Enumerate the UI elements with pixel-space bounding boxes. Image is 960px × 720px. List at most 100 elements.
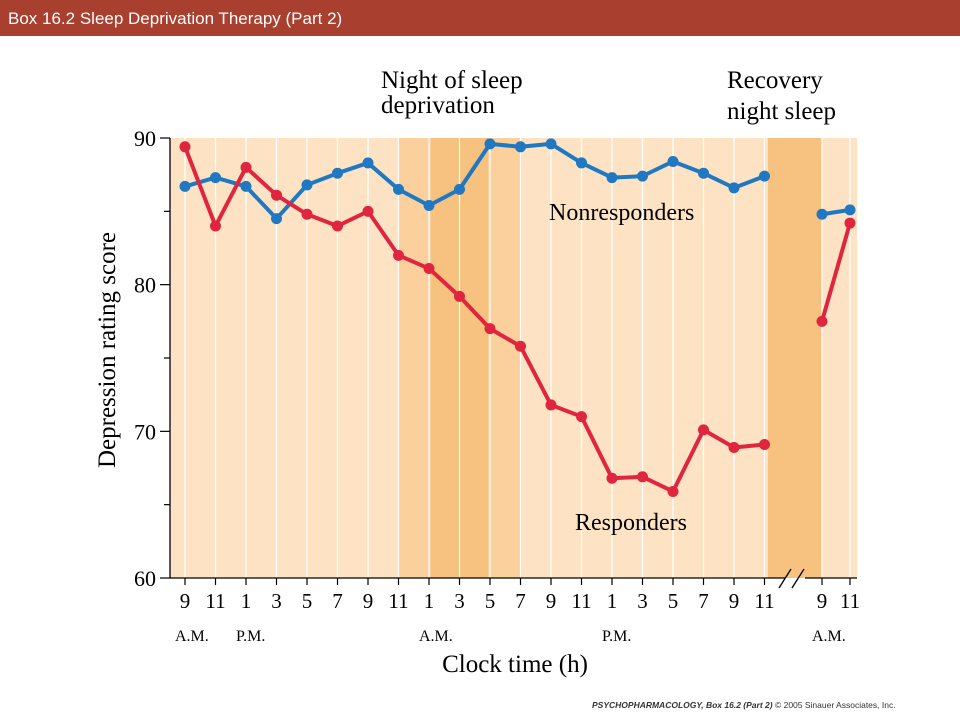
data-point [844, 217, 856, 229]
x-tick-label: 11 [754, 589, 774, 613]
data-point [362, 157, 374, 169]
data-point [393, 183, 404, 195]
data-point [240, 180, 252, 192]
x-tick-label: 5 [668, 589, 679, 613]
credit-rights: © 2005 Sinauer Associates, Inc. [774, 700, 896, 710]
series-line [184, 141, 766, 221]
series-label: Responders [575, 510, 687, 536]
recovery-sleep-band [768, 138, 822, 578]
data-point [332, 220, 343, 232]
data-point [545, 138, 557, 150]
copyright-credit: PSYCHOPHARMACOLOGY, Box 16.2 (Part 2) © … [592, 700, 896, 710]
annotation-text: Night of sleep [381, 67, 523, 94]
data-point [576, 157, 587, 169]
title-bar: Box 16.2 Sleep Deprivation Therapy (Part… [0, 0, 960, 36]
data-point [423, 199, 435, 211]
x-tick-label: 9 [729, 589, 740, 613]
data-point [210, 220, 221, 232]
period-label: P.M. [236, 628, 265, 645]
y-tick-label: 70 [134, 419, 156, 444]
data-point [637, 471, 648, 483]
x-axis-title: Clock time (h) [442, 651, 588, 678]
x-tick-label: 9 [180, 589, 191, 613]
data-point [728, 182, 740, 194]
axis-break-mark [791, 568, 805, 589]
data-point [271, 213, 282, 225]
x-tick-label: 3 [637, 589, 648, 613]
data-point [271, 189, 282, 201]
data-point [759, 439, 770, 451]
data-point [454, 183, 465, 195]
data-point [515, 141, 526, 153]
data-point [484, 138, 496, 150]
data-point [423, 263, 435, 275]
data-point [698, 424, 709, 436]
credit-book: PSYCHOPHARMACOLOGY, Box 16.2 (Part 2) [592, 700, 773, 710]
data-point [576, 411, 587, 423]
data-point [515, 340, 526, 352]
data-point [816, 315, 828, 327]
period-label: A.M. [175, 628, 209, 645]
data-point [545, 399, 557, 411]
series-line [820, 222, 852, 322]
x-tick-label: 9 [363, 589, 374, 613]
y-tick-label: 80 [134, 273, 156, 298]
data-point [759, 170, 770, 182]
data-point [667, 155, 679, 167]
plot-background [170, 138, 857, 578]
data-point [606, 172, 618, 184]
data-point [484, 323, 496, 335]
x-tick-label: 11 [571, 589, 591, 613]
data-series [179, 138, 856, 497]
x-tick-label: 11 [388, 589, 408, 613]
data-point [179, 180, 191, 192]
series-responders [179, 141, 856, 497]
data-point [301, 179, 313, 191]
x-tick-label: 1 [607, 589, 618, 613]
annotation-text: night sleep [727, 98, 836, 125]
x-tick-label: 5 [485, 589, 496, 613]
data-point [362, 205, 374, 217]
annotation-text: Recovery [727, 67, 823, 94]
x-tick-label: 9 [817, 589, 828, 613]
y-axis-title: Depression rating score [94, 232, 121, 468]
data-point [816, 208, 828, 220]
data-point [606, 472, 618, 484]
y-tick-label: 90 [134, 126, 156, 151]
data-point [210, 172, 221, 184]
axes [160, 137, 857, 589]
data-point [667, 485, 679, 497]
x-tick-label: 7 [515, 589, 526, 613]
x-tick-label: 5 [302, 589, 313, 613]
x-tick-label: 1 [424, 589, 435, 613]
x-tick-label: 3 [454, 589, 465, 613]
data-point [332, 167, 343, 179]
x-tick-label: 11 [840, 589, 860, 613]
data-point [637, 170, 648, 182]
data-point [844, 204, 856, 216]
data-point [698, 167, 709, 179]
y-tick-label: 60 [134, 566, 156, 591]
slide-title: Box 16.2 Sleep Deprivation Therapy (Part… [8, 9, 343, 28]
x-tick-label: 7 [332, 589, 343, 613]
period-label: A.M. [419, 628, 453, 645]
axis-break-mark [778, 568, 792, 589]
grid-lines [184, 138, 851, 578]
period-label: P.M. [602, 628, 631, 645]
data-point [301, 208, 313, 220]
data-point [240, 161, 252, 173]
x-tick-label: 3 [271, 589, 282, 613]
series-nonresponders [179, 138, 856, 225]
x-tick-label: 9 [546, 589, 557, 613]
data-point [393, 249, 404, 261]
series-label: Nonresponders [549, 200, 694, 226]
data-point [454, 290, 465, 302]
annotation-text: deprivation [381, 92, 495, 119]
x-tick-label: 7 [698, 589, 709, 613]
data-point [179, 141, 191, 153]
data-point [728, 441, 740, 453]
series-line [183, 146, 765, 494]
x-tick-label: 1 [241, 589, 252, 613]
